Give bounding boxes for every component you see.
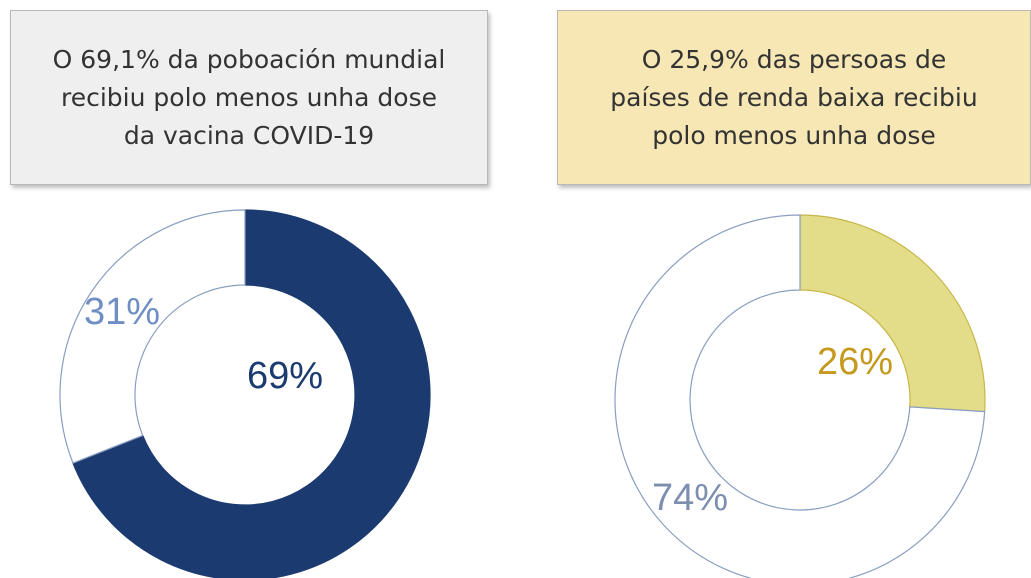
donut-segment [614,214,986,578]
value-label: 69% [247,355,323,397]
donut-segment [59,209,246,464]
value-label: 26% [817,341,893,383]
donut-segment [72,209,431,578]
donut-segment [799,214,986,413]
title-box: O 69,1% da poboación mundial recibiu pol… [10,10,488,185]
title-box: O 25,9% das persoas de países de renda b… [557,10,1031,185]
value-label: 74% [652,477,728,519]
value-label: 31% [84,291,160,333]
